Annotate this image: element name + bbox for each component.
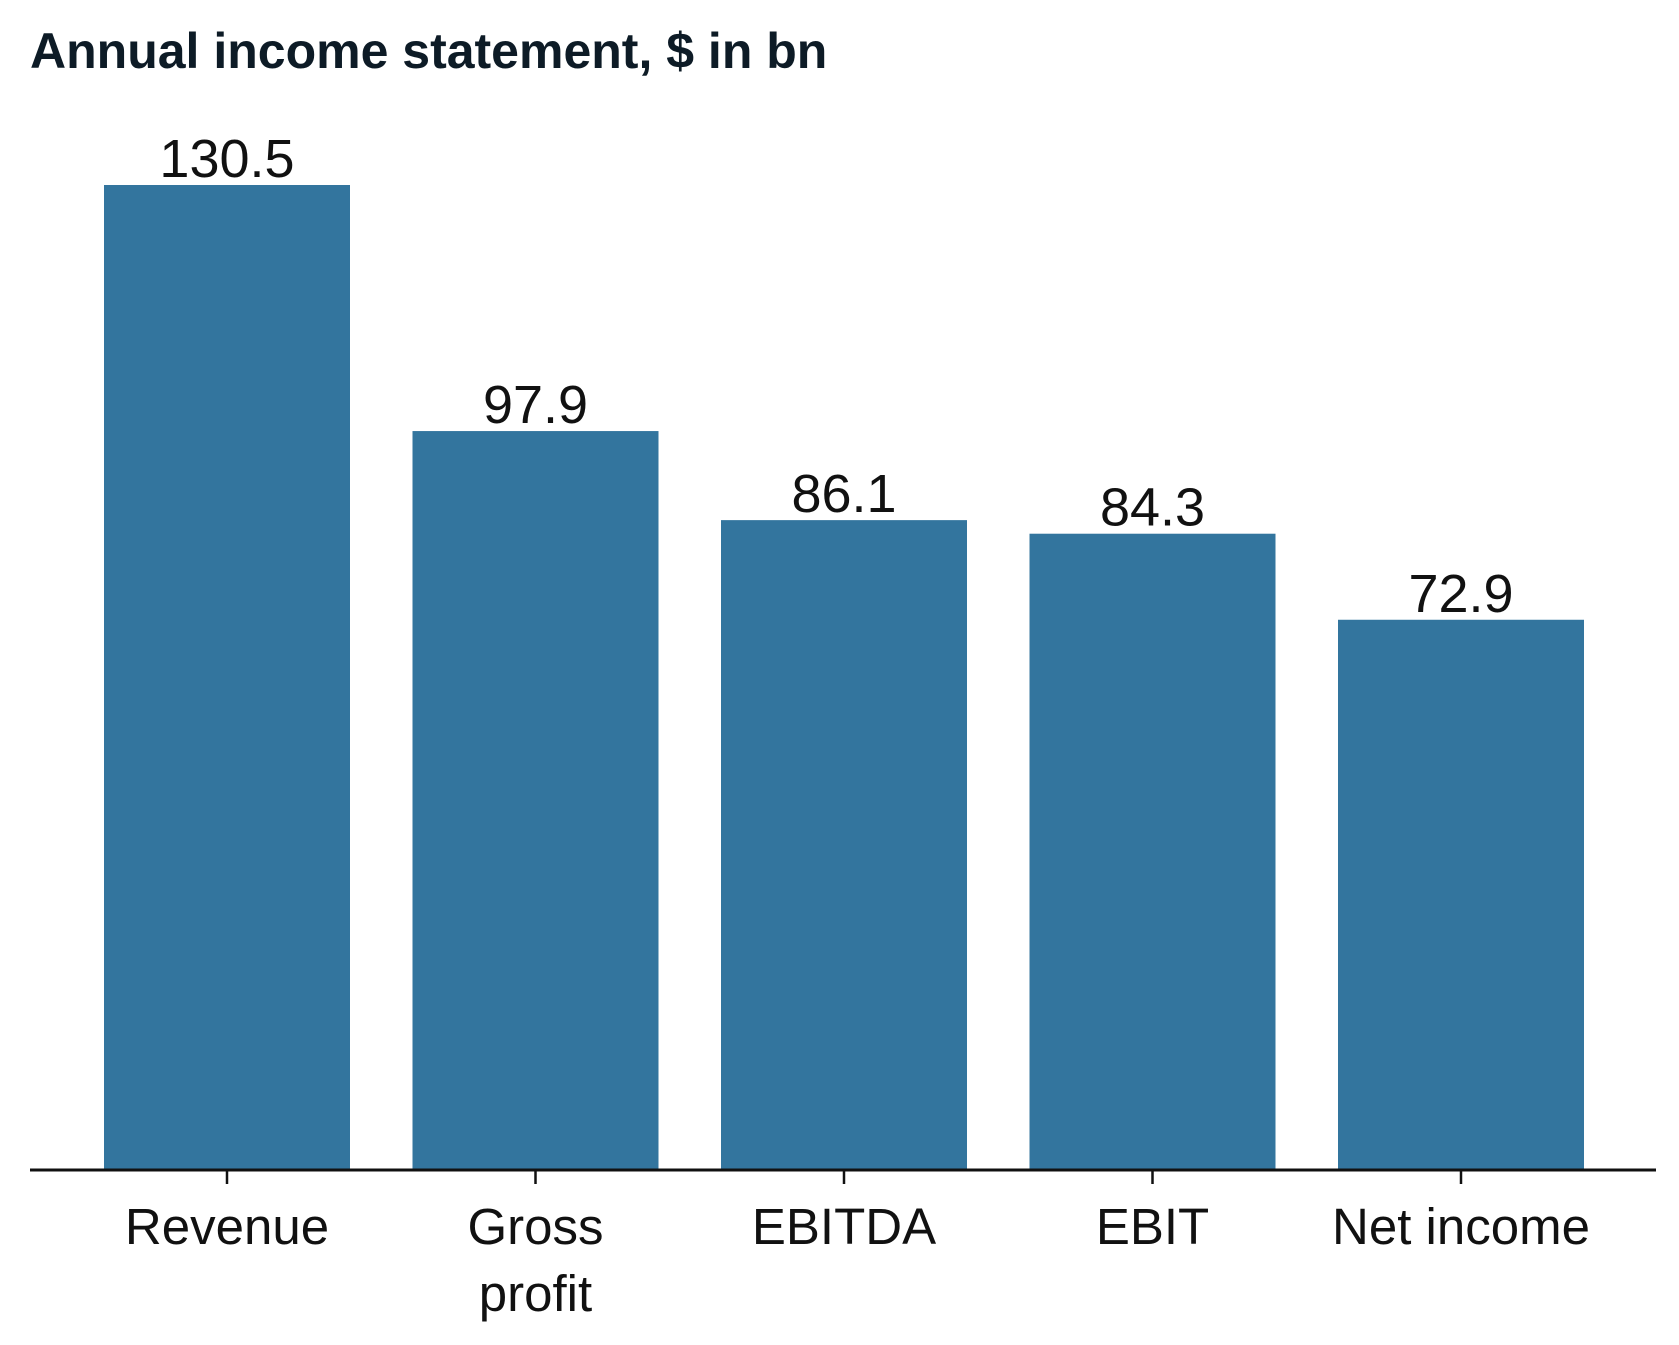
x-tick-label-revenue: Revenue: [125, 1198, 329, 1255]
x-ticks-layer: Revenue Gross profit EBITDA EBIT Net income: [125, 1170, 1590, 1322]
chart-title: Annual income statement, $ in bn: [30, 23, 828, 79]
value-label-net-income: 72.9: [1408, 564, 1513, 624]
value-labels-layer: 130.5 97.9 86.1 84.3 72.9: [159, 129, 1513, 624]
bar-ebit: [1029, 533, 1276, 1170]
bar-gross-profit: [412, 431, 659, 1171]
value-label-gross-profit: 97.9: [483, 375, 588, 435]
value-label-ebitda: 86.1: [791, 464, 896, 524]
value-label-revenue: 130.5: [159, 129, 294, 189]
bar-revenue: [104, 185, 350, 1170]
bar-ebitda: [721, 520, 967, 1170]
x-tick-label-ebit: EBIT: [1096, 1198, 1209, 1255]
x-tick-label-net-income: Net income: [1332, 1198, 1590, 1255]
bar-net-income: [1338, 619, 1584, 1170]
x-tick-label-ebitda: EBITDA: [752, 1198, 936, 1255]
x-tick-label-gross-profit: Gross profit: [467, 1198, 603, 1322]
value-label-ebit: 84.3: [1100, 478, 1205, 538]
bars-layer: [104, 185, 1584, 1171]
